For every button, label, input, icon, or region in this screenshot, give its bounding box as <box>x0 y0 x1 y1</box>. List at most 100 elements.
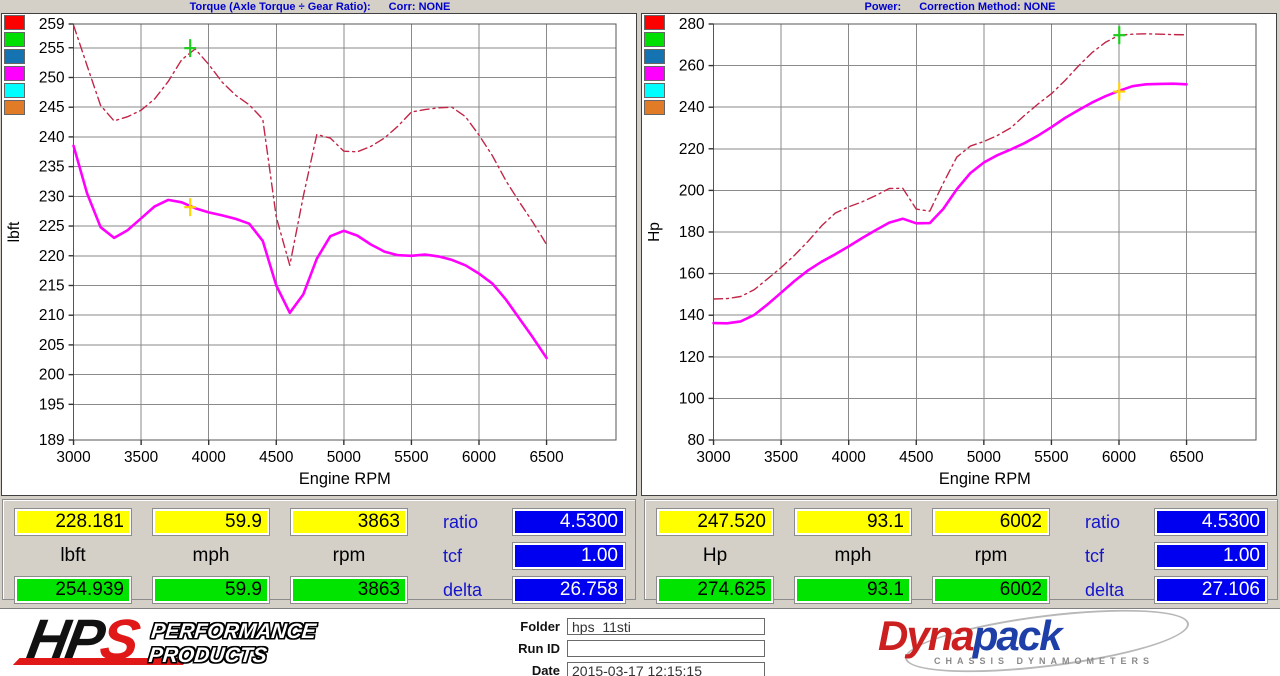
delta-label: delta <box>1085 579 1125 600</box>
legend-swatch-1 <box>644 32 665 47</box>
svg-text:6500: 6500 <box>1169 449 1203 466</box>
hps-tagline: PERFORMANCE PRODUCTS <box>148 620 317 668</box>
svg-text:100: 100 <box>679 390 705 407</box>
svg-text:220: 220 <box>39 248 65 265</box>
dynapack-word-pack: pack <box>972 612 1063 659</box>
hps-wordmark: HPS <box>12 608 190 672</box>
dynapack-logo: Dynapack CHASSIS DYNAMOMETERS <box>872 597 1202 676</box>
svg-text:205: 205 <box>39 337 65 354</box>
rpm-unit-label: rpm <box>332 545 366 566</box>
y-axis-label: Hp <box>646 222 663 242</box>
charts-row: Torque (Axle Torque ÷ Gear Ratio): Corr:… <box>0 0 1280 496</box>
svg-text:6000: 6000 <box>462 449 496 466</box>
svg-text:200: 200 <box>39 367 65 384</box>
svg-text:260: 260 <box>679 58 705 75</box>
svg-text:3000: 3000 <box>56 449 90 466</box>
power-cursor-value: 247.520 <box>656 508 774 536</box>
speed-unit-label: mph <box>192 545 230 566</box>
ratio-value: 4.5300 <box>1154 508 1268 536</box>
svg-text:160: 160 <box>679 266 705 283</box>
run-id-label: Run ID <box>518 641 560 656</box>
svg-text:259: 259 <box>39 16 65 33</box>
rpm-cursor-value: 6002 <box>932 508 1050 536</box>
svg-text:225: 225 <box>39 218 65 235</box>
delta-label: delta <box>443 579 483 600</box>
svg-text:3500: 3500 <box>764 449 798 466</box>
svg-text:215: 215 <box>39 277 65 294</box>
torque-chart-title: Torque (Axle Torque ÷ Gear Ratio): <box>189 0 371 13</box>
svg-text:235: 235 <box>39 159 65 176</box>
legend-swatch-3 <box>4 66 25 81</box>
power-corrected-curve <box>712 33 1188 300</box>
svg-text:4500: 4500 <box>259 449 293 466</box>
folder-input[interactable] <box>567 618 765 635</box>
ratio-value: 4.5300 <box>512 508 626 536</box>
legend-swatch-4 <box>4 83 25 98</box>
torque-readout-panel: 228.181 59.9 3863 ratio 4.5300 lbft mph … <box>2 499 636 604</box>
rpm-unit-label: rpm <box>974 545 1008 566</box>
legend-swatch-2 <box>644 49 665 64</box>
ratio-label: ratio <box>1085 511 1121 532</box>
run-info-form: Folder Run ID Date <box>492 618 765 676</box>
torque-chart-svg: 189 195 200 205 210 215 220 225 230 235 240 245 250 2… <box>6 16 617 488</box>
torque-chart-canvas[interactable]: 189 195 200 205 210 215 220 225 230 235 240 245 250 2… <box>1 13 637 496</box>
date-label: Date <box>531 663 560 676</box>
torque-chart-titlebar: Torque (Axle Torque ÷ Gear Ratio): Corr:… <box>0 0 640 13</box>
svg-text:6500: 6500 <box>529 449 563 466</box>
rpm-cursor-value: 3863 <box>290 508 408 536</box>
rpm-peak-value: 3863 <box>290 576 408 604</box>
y-axis-label: lbft <box>6 221 23 242</box>
delta-value: 27.106 <box>1154 576 1268 604</box>
cursor-marker <box>184 198 197 217</box>
speed-unit-label: mph <box>834 545 872 566</box>
dynapack-wordmark: Dynapack <box>878 612 1063 659</box>
torque-correction-label: Corr: NONE <box>388 0 451 13</box>
readouts-row: 228.181 59.9 3863 ratio 4.5300 lbft mph … <box>0 496 1280 608</box>
svg-text:230: 230 <box>39 188 65 205</box>
dynapack-word-dyna: Dyna <box>878 612 975 659</box>
svg-text:5500: 5500 <box>394 449 428 466</box>
ratio-label: ratio <box>443 511 479 532</box>
svg-text:250: 250 <box>39 69 65 86</box>
svg-text:210: 210 <box>39 307 65 324</box>
svg-text:189: 189 <box>39 432 65 449</box>
torque-corrected-curve <box>72 24 548 266</box>
svg-text:4000: 4000 <box>832 449 866 466</box>
power-peak-value: 274.625 <box>656 576 774 604</box>
svg-text:4000: 4000 <box>192 449 226 466</box>
x-axis-label: Engine RPM <box>939 470 1031 488</box>
dynapack-subtitle: CHASSIS DYNAMOMETERS <box>934 656 1155 666</box>
power-readout-panel: 247.520 93.1 6002 ratio 4.5300 Hp mph rp… <box>644 499 1278 604</box>
delta-value: 26.758 <box>512 576 626 604</box>
date-input[interactable] <box>567 662 765 676</box>
svg-text:245: 245 <box>39 99 65 116</box>
run-id-input[interactable] <box>567 640 765 657</box>
torque-cursor-value: 228.181 <box>14 508 132 536</box>
torque-trace-legend <box>4 15 25 117</box>
svg-text:80: 80 <box>687 432 704 449</box>
power-chart-titlebar: Power: Correction Method: NONE <box>640 0 1280 13</box>
svg-text:240: 240 <box>679 99 705 116</box>
power-chart-canvas[interactable]: 80 100 120 140 160 180 200 220 240 260 280 3000 3500… <box>641 13 1277 496</box>
speed-peak-value: 59.9 <box>152 576 270 604</box>
svg-text:5000: 5000 <box>967 449 1001 466</box>
svg-text:280: 280 <box>679 16 705 33</box>
tcf-value: 1.00 <box>1154 542 1268 570</box>
power-unit-label: Hp <box>702 545 728 566</box>
peak-corrected-marker <box>1113 26 1126 45</box>
svg-text:180: 180 <box>679 224 705 241</box>
power-measured-curve <box>712 82 1188 325</box>
power-chart-block: Power: Correction Method: NONE 80 100 120 1… <box>640 0 1280 496</box>
tcf-label: tcf <box>443 545 463 566</box>
tcf-label: tcf <box>1085 545 1105 566</box>
torque-unit-label: lbft <box>60 545 86 566</box>
hps-logo: HPS PERFORMANCE PRODUCTS <box>12 608 317 672</box>
speed-cursor-value: 93.1 <box>794 508 912 536</box>
svg-text:120: 120 <box>679 349 705 366</box>
rpm-peak-value: 6002 <box>932 576 1050 604</box>
cursor-marker <box>1113 82 1126 101</box>
speed-peak-value: 93.1 <box>794 576 912 604</box>
power-correction-label: Correction Method: NONE <box>919 0 1056 13</box>
svg-text:4500: 4500 <box>899 449 933 466</box>
